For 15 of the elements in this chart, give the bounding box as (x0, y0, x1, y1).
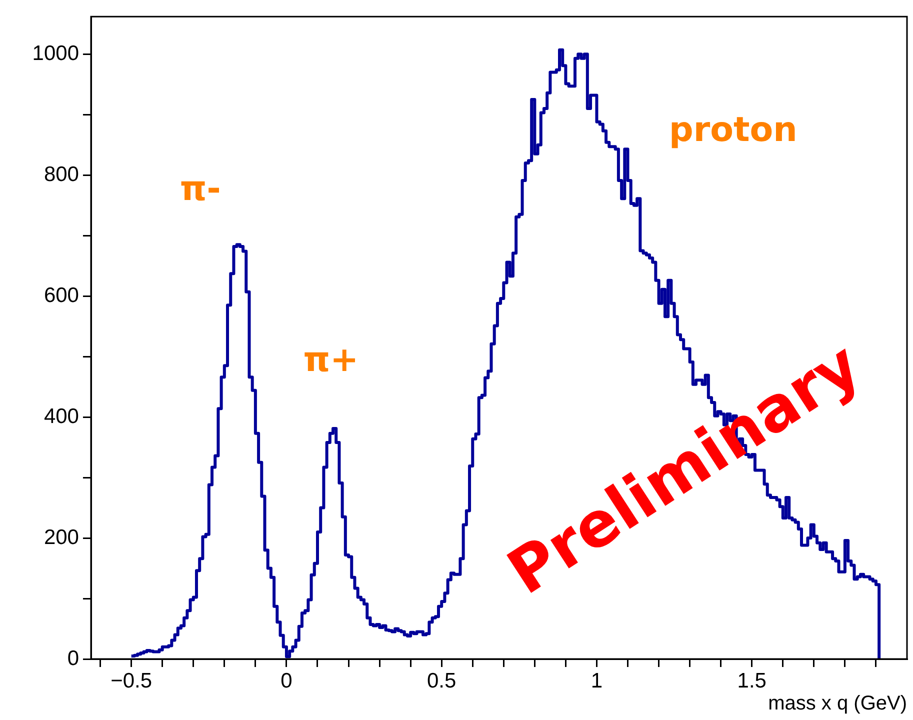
annotation: proton (669, 110, 798, 150)
y-tick-label: 600 (44, 284, 79, 307)
annotation: π+ (303, 340, 359, 380)
y-tick-label: 200 (44, 526, 79, 549)
y-tick-label: 1000 (32, 42, 79, 65)
x-tick-label: 1.5 (737, 669, 766, 692)
y-tick-label: 800 (44, 162, 79, 186)
x-axis-title: mass x q (GeV) (768, 692, 907, 715)
x-tick-label: 1 (590, 669, 603, 692)
annotation: π- (180, 169, 221, 210)
y-tick-label: 400 (44, 404, 79, 428)
y-tick-label: 0 (67, 646, 79, 670)
x-tick-label: 0 (280, 669, 292, 692)
x-tick-label: 0.5 (427, 669, 456, 692)
x-tick-label: −0.5 (110, 669, 152, 692)
